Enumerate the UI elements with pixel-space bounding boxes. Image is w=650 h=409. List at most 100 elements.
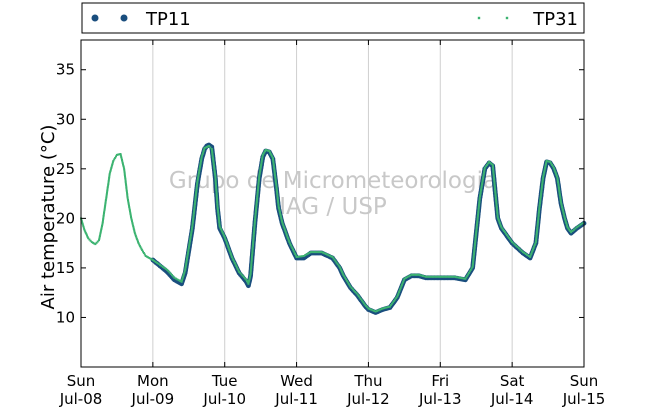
point-tp31 — [89, 239, 92, 242]
point-tp31 — [254, 218, 256, 221]
point-tp31 — [557, 181, 559, 184]
point-tp31 — [210, 148, 213, 150]
point-tp31 — [307, 252, 310, 255]
point-tp31 — [460, 277, 463, 280]
point-tp31 — [213, 168, 216, 171]
point-tp31 — [216, 208, 219, 211]
point-tp31 — [82, 224, 85, 227]
point-tp31 — [111, 162, 114, 165]
point-tp31 — [478, 203, 481, 206]
point-tp31 — [138, 244, 141, 247]
point-tp31 — [255, 204, 258, 206]
point-tp31 — [384, 306, 387, 309]
point-tp31 — [259, 167, 262, 169]
point-tp31 — [511, 241, 514, 244]
point-tp31 — [286, 236, 289, 239]
y-tick-label-0: 10 — [56, 308, 75, 326]
point-tp31 — [280, 217, 283, 219]
point-tp31 — [105, 193, 108, 196]
point-tp31 — [475, 226, 478, 229]
point-tp31 — [399, 286, 402, 289]
point-tp31 — [492, 171, 495, 173]
point-tp31 — [508, 236, 511, 239]
point-tp31 — [545, 159, 548, 162]
point-tp31 — [231, 257, 234, 260]
point-tp31 — [401, 282, 404, 285]
point-tp31 — [198, 169, 201, 171]
point-tp31 — [459, 276, 461, 279]
point-tp31 — [187, 251, 190, 254]
point-tp31 — [125, 184, 128, 187]
point-tp31 — [267, 149, 270, 152]
point-tp31 — [526, 254, 529, 256]
point-tp31 — [477, 208, 480, 211]
point-tp31 — [409, 274, 412, 277]
point-tp31 — [254, 212, 257, 215]
point-tp31 — [297, 255, 299, 258]
point-tp31 — [530, 251, 533, 254]
point-tp31 — [124, 181, 127, 184]
point-tp31 — [193, 204, 196, 207]
point-tp31 — [536, 222, 539, 225]
point-tp31 — [256, 195, 259, 198]
point-tp31 — [260, 159, 263, 162]
point-tp31 — [94, 243, 97, 246]
point-tp31 — [308, 251, 311, 254]
point-tp31 — [123, 172, 126, 175]
point-tp31 — [417, 273, 420, 276]
point-tp31 — [493, 180, 496, 183]
point-tp31 — [141, 249, 144, 252]
point-tp31 — [193, 203, 196, 205]
point-tp31 — [548, 160, 550, 163]
point-tp31 — [276, 192, 279, 195]
point-tp31 — [126, 193, 129, 196]
point-tp31 — [184, 267, 187, 270]
point-tp31 — [545, 162, 547, 165]
point-tp31 — [214, 181, 217, 184]
point-tp31 — [494, 189, 497, 192]
point-tp31 — [260, 162, 263, 165]
point-tp31 — [249, 271, 252, 274]
point-tp31 — [176, 278, 179, 281]
point-tp31 — [437, 275, 440, 278]
point-tp31 — [200, 157, 203, 160]
point-tp31 — [473, 244, 476, 247]
point-tp31 — [407, 275, 410, 278]
point-tp31 — [427, 275, 430, 278]
point-tp31 — [483, 171, 486, 174]
point-tp31 — [495, 201, 498, 204]
series-layer — [80, 142, 587, 315]
legend-dot-tp31-0 — [477, 16, 481, 20]
point-tp31 — [86, 235, 89, 238]
point-tp31 — [499, 223, 502, 226]
point-tp31 — [156, 262, 159, 264]
point-tp31 — [488, 160, 491, 163]
point-tp31 — [272, 158, 274, 161]
point-tp31 — [482, 172, 485, 175]
y-tick-label-4: 30 — [56, 110, 75, 128]
point-tp31 — [118, 153, 121, 156]
point-tp31 — [496, 214, 499, 217]
point-tp31 — [287, 239, 290, 242]
point-tp31 — [128, 208, 131, 211]
point-tp31 — [507, 235, 509, 238]
point-tp31 — [135, 237, 138, 240]
point-tp31 — [554, 172, 557, 175]
point-tp31 — [171, 274, 173, 277]
point-tp31 — [245, 278, 248, 281]
point-tp31 — [476, 224, 478, 226]
point-tp31 — [255, 201, 258, 203]
point-tp31 — [480, 186, 483, 189]
point-tp31 — [110, 165, 113, 168]
point-tp31 — [440, 275, 443, 278]
x-tick-date-0: Jul-08 — [59, 390, 103, 408]
point-tp31 — [262, 152, 265, 155]
point-tp31 — [273, 169, 276, 172]
point-tp31 — [482, 175, 485, 178]
point-tp31 — [196, 177, 199, 180]
point-tp31 — [255, 202, 258, 205]
x-tick-day-4: Thu — [353, 372, 382, 390]
point-tp31 — [549, 160, 552, 163]
point-tp31 — [211, 155, 214, 158]
legend-label-tp31: TP31 — [532, 9, 578, 30]
